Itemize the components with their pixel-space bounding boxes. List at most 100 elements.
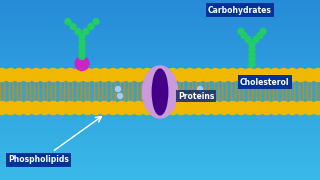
- Bar: [0, 164, 320, 165]
- Bar: [0, 171, 320, 172]
- Bar: [0, 57, 320, 58]
- Bar: [0, 173, 320, 174]
- Bar: [0, 93, 320, 94]
- Bar: [0, 110, 320, 111]
- Bar: [0, 89, 320, 90]
- Circle shape: [81, 102, 94, 114]
- Text: Cholesterol: Cholesterol: [240, 78, 290, 87]
- Circle shape: [311, 69, 320, 82]
- Bar: [0, 85, 320, 86]
- Circle shape: [79, 33, 85, 39]
- Circle shape: [38, 69, 51, 82]
- Bar: [0, 103, 320, 104]
- Bar: [0, 168, 320, 169]
- Bar: [0, 131, 320, 132]
- Bar: [0, 101, 320, 102]
- Bar: [0, 3, 320, 4]
- Bar: [0, 52, 320, 53]
- Circle shape: [4, 102, 17, 114]
- Bar: [0, 54, 320, 55]
- Bar: [0, 122, 320, 123]
- Bar: [0, 90, 320, 91]
- Ellipse shape: [142, 66, 178, 118]
- Bar: [0, 140, 320, 141]
- Bar: [0, 154, 320, 155]
- Circle shape: [0, 69, 9, 82]
- Bar: [0, 137, 320, 138]
- Bar: [0, 35, 320, 36]
- Bar: [0, 34, 320, 35]
- Bar: [0, 61, 320, 62]
- Circle shape: [70, 24, 76, 30]
- Bar: [0, 58, 320, 59]
- Bar: [0, 128, 320, 129]
- Circle shape: [55, 69, 68, 82]
- Ellipse shape: [152, 69, 168, 115]
- Circle shape: [132, 102, 145, 114]
- Bar: [0, 158, 320, 159]
- Bar: [0, 1, 320, 2]
- Bar: [0, 160, 320, 161]
- Bar: [0, 170, 320, 171]
- Bar: [0, 150, 320, 151]
- Bar: [0, 141, 320, 142]
- Circle shape: [93, 19, 99, 24]
- Circle shape: [64, 69, 77, 82]
- Bar: [0, 69, 320, 70]
- Circle shape: [72, 102, 85, 114]
- Bar: [0, 33, 320, 34]
- Bar: [0, 117, 320, 118]
- Circle shape: [47, 102, 60, 114]
- Bar: [0, 174, 320, 175]
- Bar: [0, 104, 320, 105]
- Circle shape: [252, 102, 265, 114]
- Bar: [0, 60, 320, 61]
- Bar: [0, 44, 320, 45]
- Bar: [0, 136, 320, 137]
- Bar: [0, 65, 320, 66]
- Circle shape: [175, 69, 188, 82]
- Bar: [0, 38, 320, 39]
- Bar: [0, 27, 320, 28]
- Circle shape: [75, 57, 89, 71]
- Bar: [0, 16, 320, 17]
- Bar: [0, 96, 320, 97]
- Bar: [0, 172, 320, 173]
- Bar: [0, 56, 320, 57]
- Bar: [0, 153, 320, 154]
- Circle shape: [98, 102, 111, 114]
- Circle shape: [149, 69, 162, 82]
- Bar: [0, 124, 320, 125]
- Bar: [0, 37, 320, 38]
- Circle shape: [79, 39, 85, 44]
- Bar: [0, 87, 320, 88]
- Bar: [0, 175, 320, 176]
- Bar: [0, 26, 320, 27]
- Bar: [0, 13, 320, 14]
- Bar: [0, 156, 320, 157]
- Bar: [0, 132, 320, 133]
- Circle shape: [166, 69, 179, 82]
- Bar: [0, 126, 320, 127]
- Circle shape: [83, 28, 89, 35]
- Bar: [0, 19, 320, 20]
- Bar: [0, 94, 320, 95]
- Circle shape: [269, 69, 282, 82]
- Bar: [0, 17, 320, 18]
- Circle shape: [197, 87, 203, 91]
- Circle shape: [98, 69, 111, 82]
- Bar: [0, 14, 320, 15]
- Circle shape: [124, 102, 137, 114]
- Bar: [0, 123, 320, 124]
- Bar: [0, 81, 320, 82]
- Circle shape: [303, 102, 316, 114]
- Circle shape: [260, 102, 273, 114]
- Circle shape: [0, 102, 9, 114]
- Bar: [0, 127, 320, 128]
- Bar: [0, 106, 320, 107]
- Bar: [0, 114, 320, 115]
- Bar: [0, 32, 320, 33]
- Circle shape: [218, 102, 230, 114]
- Circle shape: [226, 69, 239, 82]
- Circle shape: [260, 69, 273, 82]
